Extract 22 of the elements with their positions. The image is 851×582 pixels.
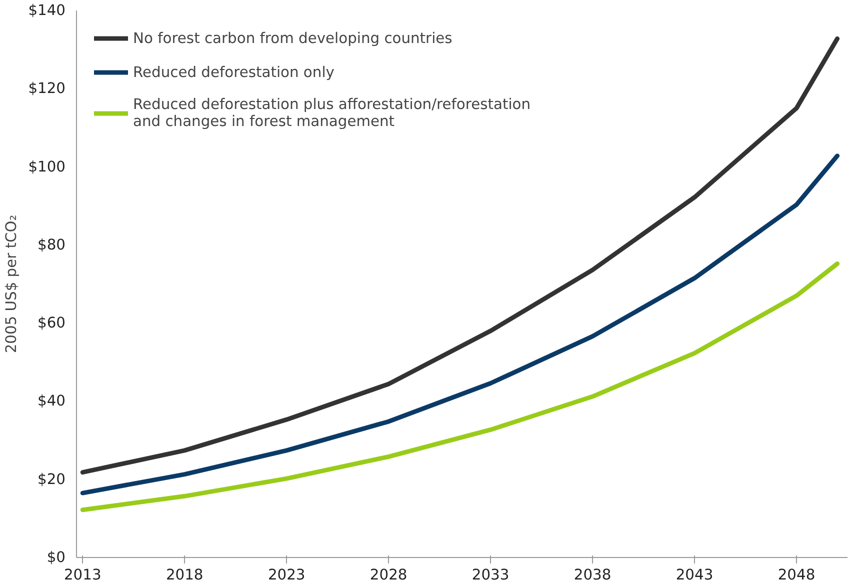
x-tick-label: 2018 <box>166 566 204 582</box>
x-tick-label: 2038 <box>574 566 612 582</box>
x-tick-label: 2043 <box>676 566 714 582</box>
x-tick-label: 2033 <box>472 566 510 582</box>
y-axis-title: 2005 US$ per tCO₂ <box>3 214 20 354</box>
y-tick-label: $100 <box>28 158 66 176</box>
legend-label: Reduced deforestation plus afforestation/reforestation and changes in forest management <box>133 96 531 130</box>
line-series <box>80 261 840 512</box>
x-tick-label: 2023 <box>268 566 306 582</box>
y-tick-label: $60 <box>38 314 66 332</box>
legend-label: No forest carbon from developing countries <box>133 30 452 46</box>
legend-label: Reduced deforestation only <box>133 64 334 80</box>
y-tick-label: $20 <box>38 470 66 488</box>
x-tick-label: 2048 <box>778 566 816 582</box>
y-tick-label: $40 <box>38 392 66 410</box>
x-tick-label: 2028 <box>370 566 408 582</box>
y-tick-label: $120 <box>28 80 66 98</box>
y-tick-label: $140 <box>28 2 66 19</box>
y-tick-label: $0 <box>46 549 66 566</box>
x-tick-label: 2013 <box>64 566 102 582</box>
y-tick-label: $80 <box>38 236 66 254</box>
line-series <box>80 154 840 496</box>
